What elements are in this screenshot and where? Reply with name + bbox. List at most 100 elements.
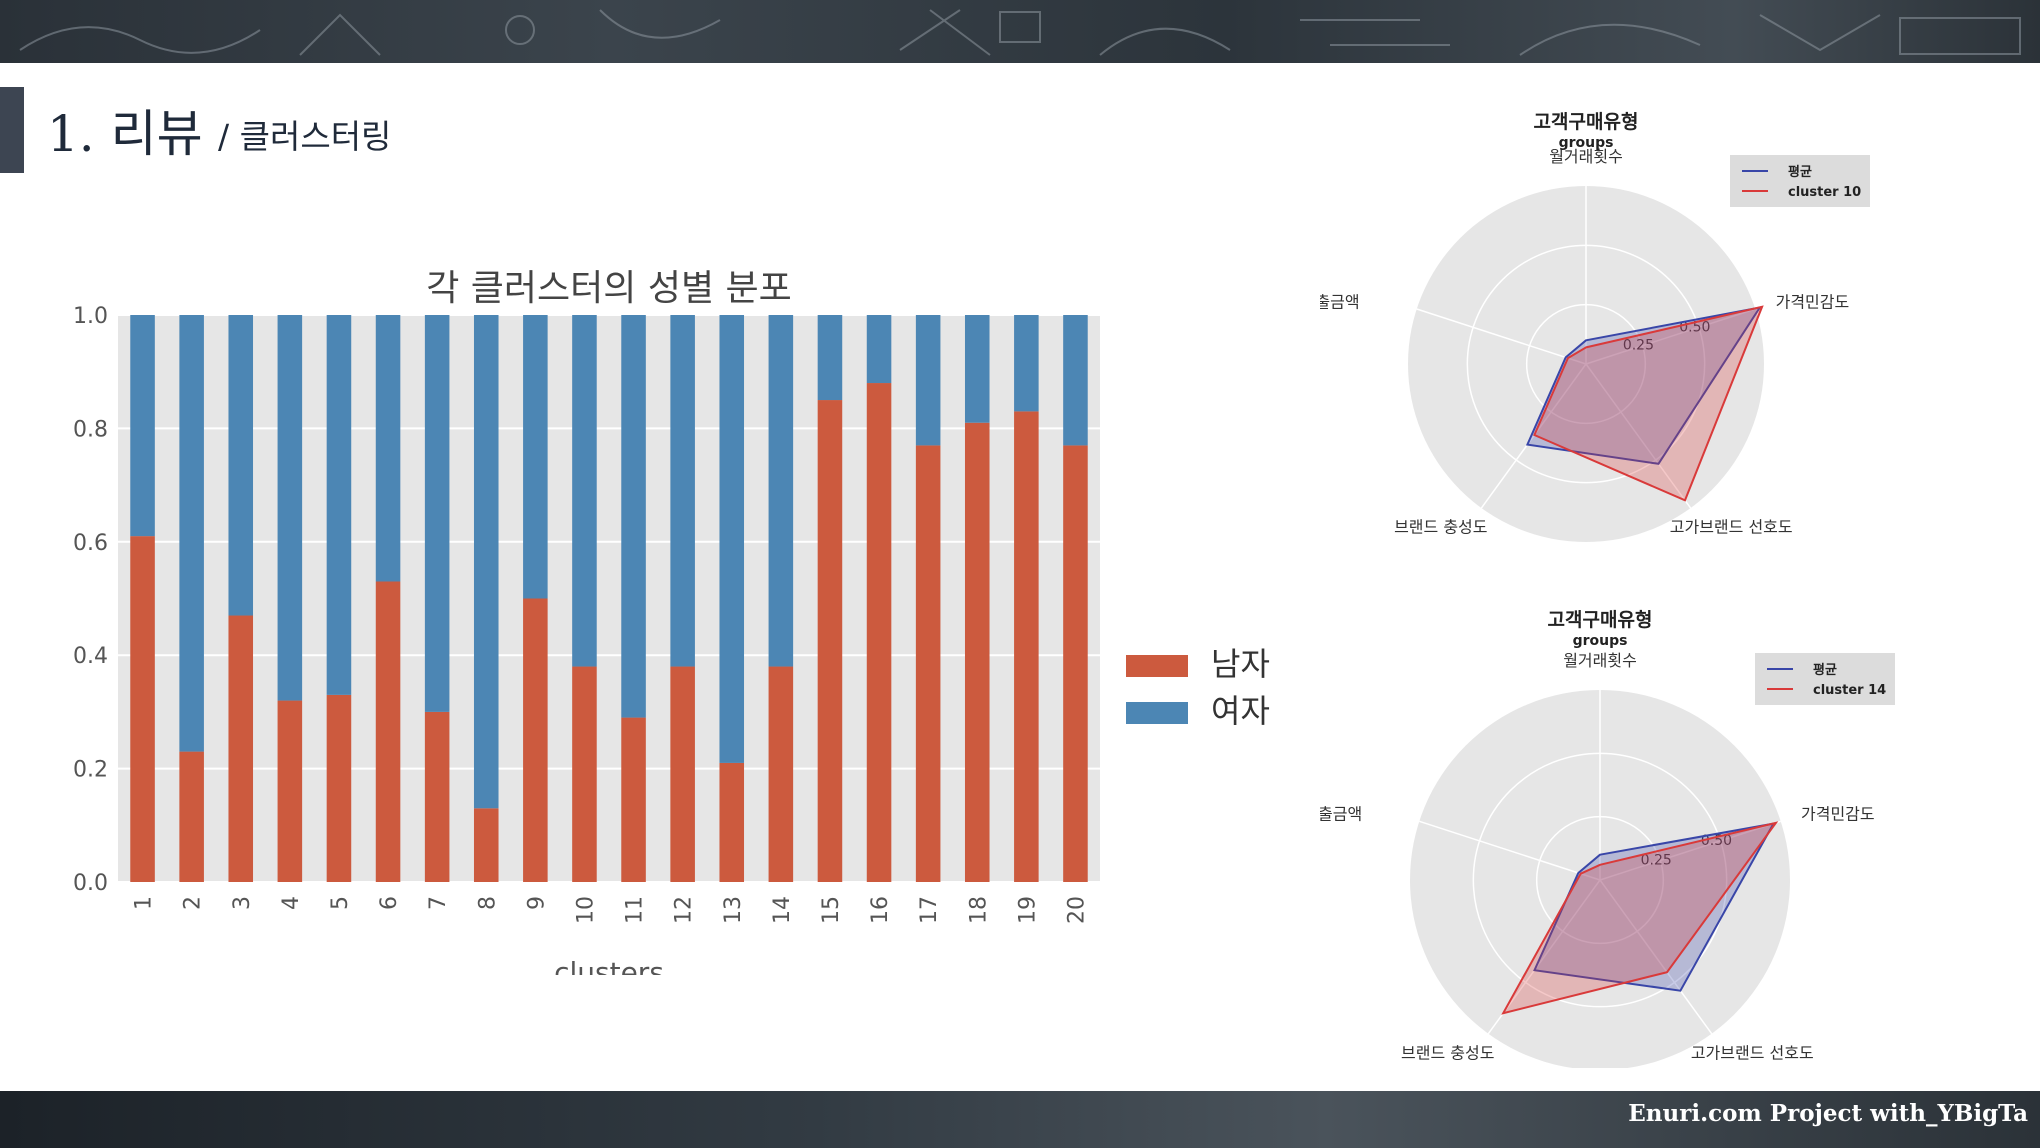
- legend-label: 남자: [1211, 645, 1270, 683]
- bar-female-18: [964, 315, 990, 423]
- bar-male-6: [375, 581, 401, 882]
- bar-male-14: [768, 666, 794, 882]
- bar-female-14: [768, 315, 794, 667]
- bar-female-2: [179, 315, 204, 752]
- bar-female-11: [621, 315, 646, 718]
- bar-female-1: [130, 315, 155, 537]
- x-tick-label: 2: [181, 896, 206, 910]
- radar-spoke: [1585, 308, 1756, 365]
- x-tick-label: 16: [868, 896, 893, 924]
- radar-spoke: [1599, 879, 1713, 1035]
- radar-axis-label: 월거래횟수: [1563, 651, 1637, 670]
- bar-male-10: [572, 666, 597, 882]
- bar-female-7: [424, 315, 450, 712]
- y-tick-label: 0.4: [73, 644, 108, 669]
- bar-male-2: [179, 751, 204, 882]
- x-tick-label: 8: [475, 896, 500, 910]
- radar-axis-label: 고가브랜드 선호도: [1691, 1043, 1814, 1062]
- radar-r-tick: 0.25: [1641, 852, 1672, 868]
- legend-label: 여자: [1211, 692, 1270, 730]
- plot-area: [118, 315, 1100, 882]
- radar-spoke: [1585, 363, 1692, 509]
- legend-swatch: [1126, 702, 1188, 724]
- x-tick-label: 7: [426, 896, 451, 910]
- bar-male-20: [1063, 445, 1088, 882]
- y-tick-label: 0.2: [73, 758, 108, 783]
- radar-series-cluster: [1501, 821, 1779, 1015]
- radar-legend-label: cluster 14: [1813, 683, 1886, 698]
- radar-spoke: [1599, 820, 1781, 881]
- radar-subtitle: groups: [1559, 135, 1614, 151]
- x-axis-label: clusters: [554, 956, 664, 975]
- x-tick-label: 18: [966, 896, 991, 924]
- bar-male-18: [964, 422, 990, 882]
- x-tick-label: 4: [279, 896, 304, 910]
- radar-axis-label: 브랜드 충성도: [1394, 518, 1487, 537]
- radar-legend-box: [1755, 653, 1895, 705]
- radar-axis-label: 가격민감도: [1801, 805, 1875, 824]
- x-tick-label: 19: [1015, 896, 1040, 924]
- radar-axis-label: 고가브랜드 선호도: [1670, 518, 1793, 537]
- x-tick-label: 15: [819, 896, 844, 924]
- bar-female-10: [572, 315, 597, 667]
- radar-axis-label: 월지출금액: [1320, 292, 1360, 311]
- bar-female-4: [277, 315, 303, 701]
- bar-male-12: [670, 666, 695, 882]
- bar-male-9: [523, 598, 548, 882]
- bar-male-19: [1014, 411, 1039, 882]
- radar-axis-label: 월지출금액: [1320, 805, 1362, 824]
- y-tick-label: 0.6: [73, 531, 108, 556]
- radar-legend-label: 평균: [1788, 164, 1812, 180]
- bar-male-16: [866, 383, 892, 882]
- bar-male-5: [326, 694, 352, 882]
- y-tick-label: 0.8: [73, 417, 108, 442]
- radar-legend-box: [1730, 155, 1870, 207]
- radar-axis-label: 가격민감도: [1776, 292, 1850, 311]
- x-tick-label: 6: [377, 896, 402, 910]
- y-tick-label: 1.0: [73, 304, 108, 329]
- x-tick-label: 12: [672, 896, 697, 924]
- radar-r-tick: 0.25: [1623, 338, 1654, 354]
- chalkboard-doodle-icon: [19, 9, 2021, 56]
- x-tick-label: 13: [721, 896, 746, 924]
- page-subtitle: / 클러스터링: [218, 117, 392, 156]
- bottom-decorative-band: [0, 1091, 2040, 1148]
- radar-r-tick: 0.50: [1701, 833, 1732, 849]
- radar-title: 고객구매유형: [1534, 111, 1639, 133]
- bar-male-3: [228, 615, 254, 882]
- radar-legend-label: cluster 10: [1788, 185, 1861, 200]
- legend-swatch: [1126, 655, 1188, 677]
- bar-male-1: [130, 536, 155, 882]
- bar-female-8: [473, 315, 499, 809]
- bar-female-17: [915, 315, 941, 446]
- x-tick-label: 17: [917, 896, 942, 924]
- bar-male-15: [817, 400, 843, 882]
- x-tick-label: 11: [623, 896, 648, 924]
- radar-legend-label: 평균: [1813, 662, 1837, 678]
- radar-spoke: [1480, 363, 1587, 509]
- x-tick-label: 20: [1064, 896, 1089, 924]
- x-tick-label: 9: [524, 896, 549, 910]
- bar-female-12: [670, 315, 695, 667]
- bar-female-3: [228, 315, 254, 616]
- page-title: 1. 리뷰: [47, 105, 203, 163]
- bar-female-13: [719, 315, 745, 763]
- footer-text: Enuri.com Project with_YBigTa: [1628, 1100, 2028, 1127]
- radar-title: 고객구매유형: [1548, 609, 1653, 631]
- x-tick-label: 14: [770, 896, 795, 924]
- y-tick-label: 0.0: [73, 871, 108, 896]
- bar-male-7: [424, 711, 450, 882]
- title-accent-bar: [0, 87, 24, 173]
- radar-axis-label: 월거래횟수: [1549, 147, 1623, 166]
- gender-distribution-chart: 0.00.20.40.60.81.01 2 3 4 5 6 7 8 9 10 11 12 13 14 15 1…: [73, 268, 1270, 975]
- radar-axis-label: 브랜드 충성도: [1401, 1043, 1494, 1062]
- x-tick-label: 10: [573, 896, 598, 924]
- radar-series-mean: [1533, 822, 1776, 992]
- bar-female-16: [866, 315, 892, 384]
- bar-female-6: [375, 315, 401, 582]
- bar-male-8: [473, 808, 499, 882]
- bar-female-15: [817, 315, 843, 401]
- chart-title: 각 클러스터의 성별 분포: [426, 268, 792, 309]
- bar-male-11: [621, 717, 646, 882]
